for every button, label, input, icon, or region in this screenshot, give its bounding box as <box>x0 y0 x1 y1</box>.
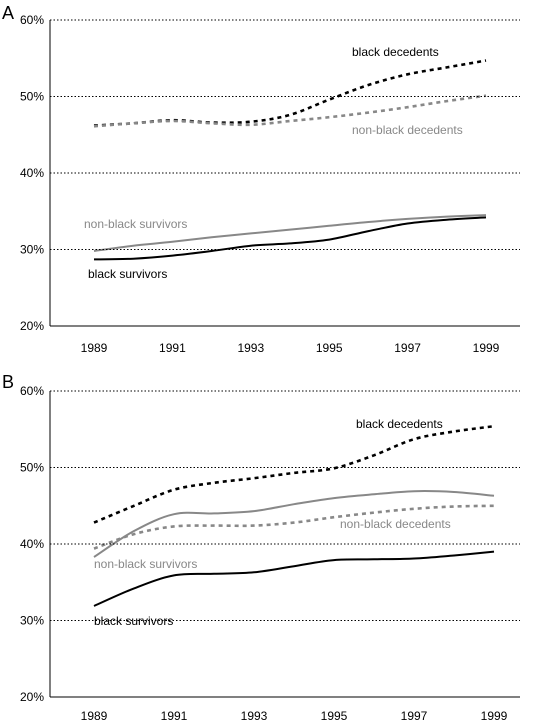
x-tick-label: 1989 <box>81 709 108 721</box>
series-line-black-decedents <box>93 59 487 127</box>
series-label-non-black-decedents: non-black decedents <box>352 123 463 137</box>
series-line-non-black-decedents <box>93 504 495 550</box>
y-tick-label: 20% <box>20 319 44 333</box>
x-tick-label: 1989 <box>81 341 108 355</box>
panel-b: B black decedents non-black survivors no… <box>2 372 520 721</box>
y-tick-label: 20% <box>20 690 44 704</box>
y-tick-label: 60% <box>20 384 44 398</box>
y-tick-label: 60% <box>20 13 44 27</box>
x-tick-label: 1993 <box>241 709 268 721</box>
x-tick-label: 1999 <box>481 709 508 721</box>
series-label-black-decedents: black decedents <box>356 417 443 431</box>
y-tick-label: 30% <box>20 614 44 628</box>
series-line-non-black-survivors <box>93 490 495 558</box>
series-label-non-black-survivors: non-black survivors <box>84 217 187 231</box>
series-label-black-decedents: black decedents <box>352 45 439 59</box>
x-tick-label: 1995 <box>316 341 343 355</box>
y-tick-label: 40% <box>20 166 44 180</box>
series-label-non-black-decedents: non-black decedents <box>340 517 451 531</box>
series-line-black-survivors <box>93 550 495 607</box>
x-tick-label: 1997 <box>401 709 428 721</box>
y-tick-label: 50% <box>20 461 44 475</box>
y-tick-label: 30% <box>20 243 44 257</box>
x-tick-label: 1995 <box>321 709 348 721</box>
series-label-black-survivors: black survivors <box>88 267 167 281</box>
y-tick-label: 40% <box>20 537 44 551</box>
series-line-black-survivors <box>93 216 487 261</box>
panel-label: A <box>2 3 14 23</box>
series-line-non-black-decedents <box>93 94 487 128</box>
series-label-non-black-survivors: non-black survivors <box>94 557 197 571</box>
series-line-black-decedents <box>93 424 495 524</box>
series-line-non-black-survivors <box>93 214 487 252</box>
series-label-black-survivors: black survivors <box>94 614 173 628</box>
x-tick-label: 1993 <box>237 341 264 355</box>
panel-label: B <box>2 372 14 392</box>
x-tick-label: 1991 <box>159 341 186 355</box>
x-tick-label: 1997 <box>394 341 421 355</box>
panel-a: A black decedents non-black decedents no… <box>2 3 520 355</box>
x-tick-label: 1991 <box>161 709 188 721</box>
x-tick-label: 1999 <box>473 341 500 355</box>
y-tick-label: 50% <box>20 90 44 104</box>
